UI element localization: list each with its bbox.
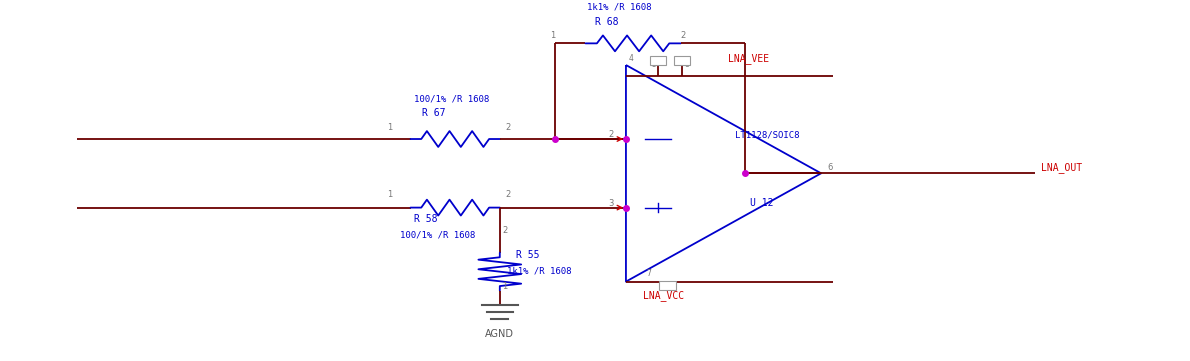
Text: LNA_VEE: LNA_VEE bbox=[728, 53, 770, 64]
Text: 100/1% /R 1608: 100/1% /R 1608 bbox=[414, 94, 489, 103]
Bar bbox=[650, 56, 666, 65]
Text: 3: 3 bbox=[608, 199, 614, 208]
Text: U 12: U 12 bbox=[750, 198, 774, 208]
Text: 5: 5 bbox=[651, 60, 656, 69]
Text: 1k1% /R 1608: 1k1% /R 1608 bbox=[587, 2, 651, 11]
Text: AGND: AGND bbox=[486, 329, 514, 339]
Text: R 58: R 58 bbox=[414, 214, 438, 224]
Text: 6: 6 bbox=[827, 163, 833, 172]
Text: LNA_OUT: LNA_OUT bbox=[1041, 162, 1083, 173]
Text: 2: 2 bbox=[502, 226, 507, 235]
Text: LNA_VCC: LNA_VCC bbox=[643, 290, 684, 301]
Text: 2: 2 bbox=[506, 123, 511, 132]
Text: R 55: R 55 bbox=[516, 250, 540, 260]
Text: 8: 8 bbox=[684, 60, 689, 69]
Text: 1: 1 bbox=[550, 31, 555, 40]
Text: 1k1% /R 1608: 1k1% /R 1608 bbox=[507, 266, 571, 275]
Text: 100/1% /R 1608: 100/1% /R 1608 bbox=[400, 230, 475, 239]
Text: 2: 2 bbox=[506, 190, 511, 199]
Text: 1: 1 bbox=[502, 282, 507, 291]
Text: 2: 2 bbox=[681, 31, 685, 40]
Text: 1: 1 bbox=[388, 123, 393, 132]
Text: 4: 4 bbox=[628, 55, 633, 64]
Text: R 67: R 67 bbox=[422, 108, 446, 118]
Text: 1: 1 bbox=[388, 190, 393, 199]
Bar bbox=[659, 282, 676, 291]
Text: LT1128/SOIC8: LT1128/SOIC8 bbox=[735, 130, 800, 139]
Text: 7: 7 bbox=[646, 269, 651, 278]
Bar bbox=[674, 56, 690, 65]
Text: R 68: R 68 bbox=[595, 17, 619, 27]
Text: 2: 2 bbox=[609, 130, 614, 139]
